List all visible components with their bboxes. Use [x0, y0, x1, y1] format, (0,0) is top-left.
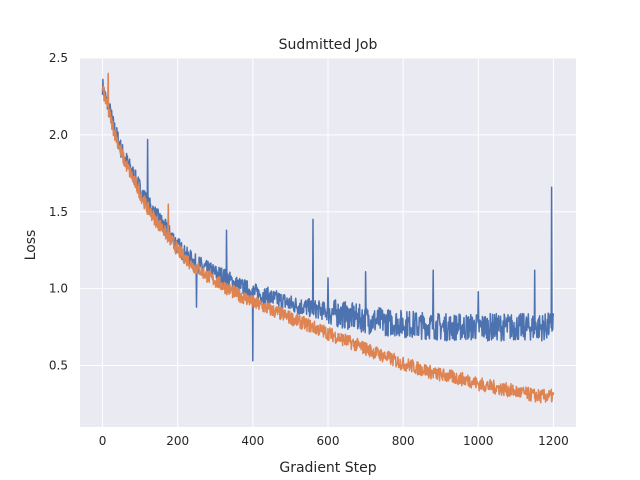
y-tick-label: 2.0: [49, 128, 68, 142]
chart-title: Sudmitted Job: [279, 37, 378, 53]
series-line-1: [101, 78, 555, 362]
tick-labels: 0 200 400 600 800 1000 1200 0.5 1.0 1.5 2.0 2.5: [49, 51, 569, 448]
x-tick-label: 1200: [538, 434, 569, 448]
y-tick-label: 0.5: [49, 359, 68, 373]
x-tick-label: 600: [317, 434, 340, 448]
x-tick-label: 0: [99, 434, 107, 448]
x-tick-label: 800: [392, 434, 415, 448]
x-axis-label: Gradient Step: [279, 460, 376, 476]
y-axis-label: Loss: [23, 230, 39, 261]
y-tick-label: 1.0: [49, 282, 68, 296]
series-lines: [101, 72, 555, 404]
x-tick-label: 400: [241, 434, 264, 448]
series-line-2: [101, 72, 555, 404]
x-tick-label: 1000: [463, 434, 494, 448]
y-tick-label: 2.5: [49, 51, 68, 65]
y-tick-label: 1.5: [49, 205, 68, 219]
x-tick-label: 200: [166, 434, 189, 448]
